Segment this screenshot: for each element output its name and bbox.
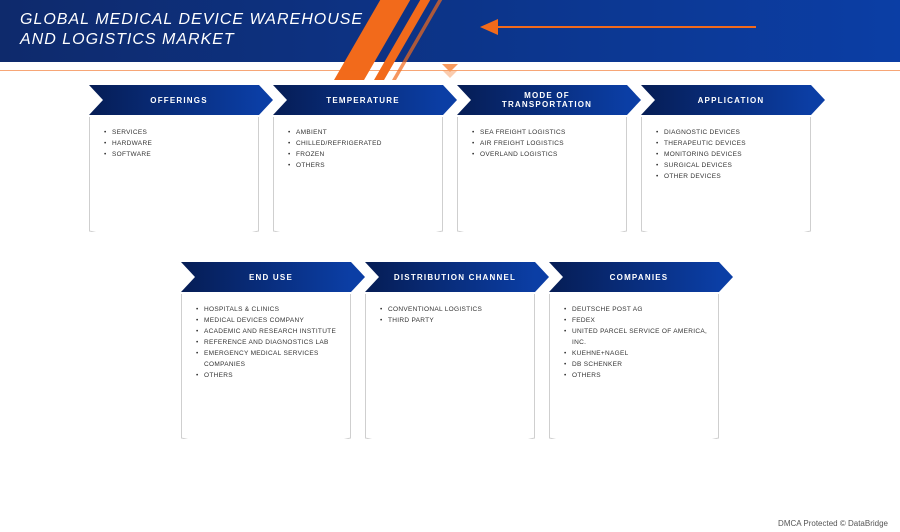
segmentation-card: DISTRIBUTION CHANNEL CONVENTIONAL LOGISTI… xyxy=(365,262,535,439)
segmentation-card: MODE OF TRANSPORTATION SEA FREIGHT LOGIST… xyxy=(457,85,627,232)
list-item: HARDWARE xyxy=(104,138,250,149)
card-body: CONVENTIONAL LOGISTICSTHIRD PARTY xyxy=(365,294,535,419)
list-item: THERAPEUTIC DEVICES xyxy=(656,138,802,149)
card-tip-icon xyxy=(273,212,443,232)
card-body: SERVICESHARDWARESOFTWARE xyxy=(89,117,259,212)
card-body: SEA FREIGHT LOGISTICSAIR FREIGHT LOGISTI… xyxy=(457,117,627,212)
decor-arrow-head-icon xyxy=(480,19,498,35)
list-item: AIR FREIGHT LOGISTICS xyxy=(472,138,618,149)
header-banner: GLOBAL MEDICAL DEVICE WAREHOUSE AND LOGI… xyxy=(0,0,900,62)
list-item: KUEHNE+NAGEL xyxy=(564,348,710,359)
grid-row: OFFERINGS SERVICESHARDWARESOFTWARE TEMPERA… xyxy=(89,85,811,232)
list-item: SEA FREIGHT LOGISTICS xyxy=(472,127,618,138)
card-items: AMBIENTCHILLED/REFRIGERATEDFROZENOTHERS xyxy=(288,127,434,171)
card-body-wrap: DEUTSCHE POST AGFEDEXUNITED PARCEL SERVI… xyxy=(549,294,719,439)
decor-arrow-line xyxy=(496,26,756,28)
card-header: APPLICATION xyxy=(641,85,811,115)
list-item: DIAGNOSTIC DEVICES xyxy=(656,127,802,138)
card-items: HOSPITALS & CLINICSMEDICAL DEVICES COMPA… xyxy=(196,304,342,381)
card-body-wrap: AMBIENTCHILLED/REFRIGERATEDFROZENOTHERS xyxy=(273,117,443,232)
card-header: COMPANIES xyxy=(549,262,719,292)
card-header: OFFERINGS xyxy=(89,85,259,115)
card-tip-icon xyxy=(641,212,811,232)
list-item: SURGICAL DEVICES xyxy=(656,160,802,171)
list-item: SOFTWARE xyxy=(104,149,250,160)
card-body: DIAGNOSTIC DEVICESTHERAPEUTIC DEVICESMON… xyxy=(641,117,811,212)
list-item: FROZEN xyxy=(288,149,434,160)
list-item: DEUTSCHE POST AG xyxy=(564,304,710,315)
list-item: DB SCHENKER xyxy=(564,359,710,370)
list-item: UNITED PARCEL SERVICE OF AMERICA, INC. xyxy=(564,326,710,348)
card-body-wrap: SEA FREIGHT LOGISTICSAIR FREIGHT LOGISTI… xyxy=(457,117,627,232)
card-items: DIAGNOSTIC DEVICESTHERAPEUTIC DEVICESMON… xyxy=(656,127,802,182)
card-tip-icon xyxy=(549,419,719,439)
card-body: AMBIENTCHILLED/REFRIGERATEDFROZENOTHERS xyxy=(273,117,443,212)
card-body-wrap: DIAGNOSTIC DEVICESTHERAPEUTIC DEVICESMON… xyxy=(641,117,811,232)
card-body: DEUTSCHE POST AGFEDEXUNITED PARCEL SERVI… xyxy=(549,294,719,419)
footer-copyright: DMCA Protected © DataBridge xyxy=(778,519,888,528)
card-header: MODE OF TRANSPORTATION xyxy=(457,85,627,115)
list-item: MONITORING DEVICES xyxy=(656,149,802,160)
connector-chevron-icon xyxy=(442,64,458,80)
grid-row: END USE HOSPITALS & CLINICSMEDICAL DEVICE… xyxy=(181,262,719,439)
segmentation-card: OFFERINGS SERVICESHARDWARESOFTWARE xyxy=(89,85,259,232)
list-item: OTHERS xyxy=(196,370,342,381)
card-body-wrap: SERVICESHARDWARESOFTWARE xyxy=(89,117,259,232)
list-item: CHILLED/REFRIGERATED xyxy=(288,138,434,149)
list-item: OTHERS xyxy=(288,160,434,171)
list-item: EMERGENCY MEDICAL SERVICES COMPANIES xyxy=(196,348,342,370)
card-tip-icon xyxy=(457,212,627,232)
segmentation-card: COMPANIES DEUTSCHE POST AGFEDEXUNITED PAR… xyxy=(549,262,719,439)
segmentation-card: APPLICATION DIAGNOSTIC DEVICESTHERAPEUTIC… xyxy=(641,85,811,232)
list-item: MEDICAL DEVICES COMPANY xyxy=(196,315,342,326)
page-title-line2: AND LOGISTICS MARKET xyxy=(20,31,235,48)
card-tip-icon xyxy=(365,419,535,439)
card-header: DISTRIBUTION CHANNEL xyxy=(365,262,535,292)
list-item: OTHER DEVICES xyxy=(656,171,802,182)
card-body-wrap: HOSPITALS & CLINICSMEDICAL DEVICES COMPA… xyxy=(181,294,351,439)
list-item: CONVENTIONAL LOGISTICS xyxy=(380,304,526,315)
card-tip-icon xyxy=(181,419,351,439)
card-body: HOSPITALS & CLINICSMEDICAL DEVICES COMPA… xyxy=(181,294,351,419)
card-items: CONVENTIONAL LOGISTICSTHIRD PARTY xyxy=(380,304,526,326)
list-item: AMBIENT xyxy=(288,127,434,138)
list-item: SERVICES xyxy=(104,127,250,138)
list-item: ACADEMIC AND RESEARCH INSTITUTE xyxy=(196,326,342,337)
card-items: SEA FREIGHT LOGISTICSAIR FREIGHT LOGISTI… xyxy=(472,127,618,160)
segmentation-card: TEMPERATURE AMBIENTCHILLED/REFRIGERATEDFR… xyxy=(273,85,443,232)
card-tip-icon xyxy=(89,212,259,232)
list-item: FEDEX xyxy=(564,315,710,326)
card-header: END USE xyxy=(181,262,351,292)
card-body-wrap: CONVENTIONAL LOGISTICSTHIRD PARTY xyxy=(365,294,535,439)
card-items: SERVICESHARDWARESOFTWARE xyxy=(104,127,250,160)
list-item: OVERLAND LOGISTICS xyxy=(472,149,618,160)
segmentation-grid: OFFERINGS SERVICESHARDWARESOFTWARE TEMPERA… xyxy=(0,85,900,439)
list-item: REFERENCE AND DIAGNOSTICS LAB xyxy=(196,337,342,348)
list-item: THIRD PARTY xyxy=(380,315,526,326)
page-title-line1: GLOBAL MEDICAL DEVICE WAREHOUSE xyxy=(20,11,363,28)
list-item: HOSPITALS & CLINICS xyxy=(196,304,342,315)
page-title: GLOBAL MEDICAL DEVICE WAREHOUSE AND LOGI… xyxy=(20,10,900,50)
list-item: OTHERS xyxy=(564,370,710,381)
card-header: TEMPERATURE xyxy=(273,85,443,115)
segmentation-card: END USE HOSPITALS & CLINICSMEDICAL DEVICE… xyxy=(181,262,351,439)
card-items: DEUTSCHE POST AGFEDEXUNITED PARCEL SERVI… xyxy=(564,304,710,381)
